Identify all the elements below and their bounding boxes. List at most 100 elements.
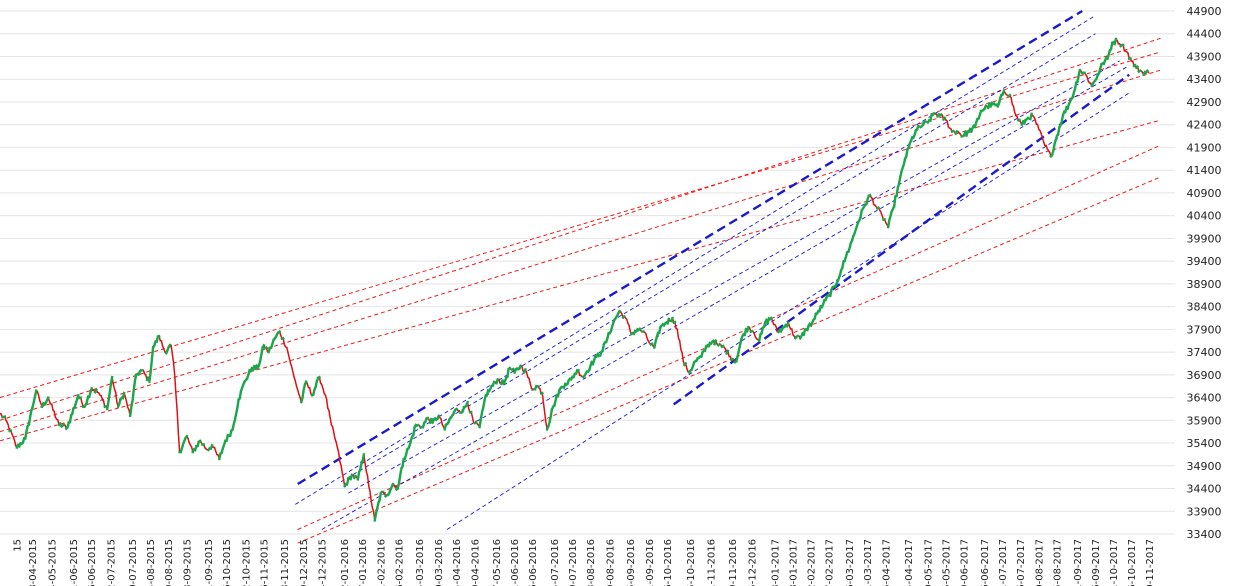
x-tick-label: 03-09-2015 [182,539,193,586]
x-tick-label: 11-10-2017 [1109,539,1120,586]
x-tick-label: 09-06-2017 [960,539,971,586]
x-tick-label: 26-06-2017 [980,539,991,586]
y-tick-label: 43400 [1187,73,1222,86]
x-tick-label: 10-11-2017 [1145,539,1156,586]
fan-trendline [297,144,1161,530]
x-tick-label: 02-02-2017 [807,539,818,586]
x-tick-label: 15-12-2016 [748,539,759,586]
x-tick-label: 25-10-2016 [686,539,697,586]
y-tick-label: 38400 [1187,301,1222,314]
x-tick-label: 03-01-2017 [770,539,781,586]
x-tick-label: 12-01-2016 [340,539,351,586]
x-tick-label: 03-08-2016 [586,539,597,586]
x-tick-label: 26-09-2017 [1091,539,1102,586]
y-tick-label: 43900 [1187,50,1222,63]
x-tick-label: 06-10-2015 [222,539,233,586]
channel-inner-line [446,92,1130,530]
y-tick-label: 34900 [1187,460,1222,473]
fan-trendline [297,176,1161,544]
x-tick-label: 17-05-2016 [492,539,503,586]
x-tick-label: 10-05-2017 [923,539,934,586]
y-tick-label: 41900 [1187,141,1222,154]
y-tick-label: 33400 [1187,528,1222,541]
x-tick-label: 26-07-2017 [1016,539,1027,586]
y-tick-label: 34400 [1187,483,1222,496]
x-tick-label: 04-07-2016 [550,539,561,586]
x-tick-label: 22-10-2015 [241,539,252,586]
channel-inner-line [295,15,1096,505]
x-tick-label: 06-03-2017 [845,539,856,586]
x-tick-label: 11-07-2017 [998,539,1009,586]
y-tick-label: 36900 [1187,369,1222,382]
x-tick-label: 30-03-2016 [434,539,445,586]
x-tick-label: 04-08-2015 [146,539,157,586]
gridlines [0,10,1175,535]
fan-trendline [0,37,1161,421]
y-tick-label: 42900 [1187,96,1222,109]
x-tick-label: 14-03-2016 [415,539,426,586]
channel-inner-line [321,65,1130,530]
fan-trendline [0,51,1161,399]
y-tick-label: 42400 [1187,119,1222,132]
x-tick-label: 23-11-2015 [280,539,291,586]
x-tick-label: 14-04-2016 [452,539,463,586]
x-tick-label: 09-12-2015 [299,539,310,586]
channel-inner-line [348,60,1120,494]
channel-main-line [672,73,1130,406]
y-tick-label: 37400 [1187,346,1222,359]
x-tick-label: 26-02-2016 [394,539,405,586]
y-tick-label: 35400 [1187,437,1222,450]
x-tick-label: 14-05-2015 [47,539,58,586]
channel-trendlines [295,9,1130,530]
x-tick-label: 21-09-2015 [204,539,215,586]
y-tick-label: 33900 [1187,505,1222,518]
x-tick-label: 05-09-2016 [626,539,637,586]
x-tick-label: 21-03-2017 [863,539,874,586]
x-tick-label: 20-07-2015 [128,539,139,586]
y-axis: 44900 44400 43900 43400 42900 42400 41900 41400… [1187,5,1222,541]
x-tick-label: 16-06-2016 [528,539,539,586]
x-tick-label: 19-08-2015 [164,539,175,586]
x-tick-label: 06-10-2016 [663,539,674,586]
x-tick-label: 18-01-2017 [789,539,800,586]
x-tick-label: 25-08-2017 [1052,539,1063,586]
y-tick-label: 40400 [1187,210,1222,223]
x-tick-label: 11-02-2016 [376,539,387,586]
fan-trendline [0,119,1161,442]
x-tick-label: 19-07-2016 [568,539,579,586]
fan-trendlines [0,37,1161,544]
x-tick-label: 06-11-2015 [259,539,270,586]
y-tick-label: 36400 [1187,392,1222,405]
x-tick-label: 15 [12,539,23,552]
y-tick-label: 37900 [1187,323,1222,336]
price-up-segments [0,37,1149,522]
x-tick-label: 29-04-2016 [470,539,481,586]
y-tick-label: 44900 [1187,5,1222,18]
x-tick-label: 29-11-2016 [728,539,739,586]
x-tick-label: 17-02-2017 [825,539,836,586]
x-tick-label: 26-10-2017 [1127,539,1138,586]
x-tick-label: 11-11-2016 [707,539,718,586]
y-tick-label: 35900 [1187,414,1222,427]
y-tick-label: 39400 [1187,255,1222,268]
x-tick-label: 27-01-2016 [358,539,369,586]
x-tick-label: 11-09-2017 [1073,539,1084,586]
x-tick-label: 01-06-2016 [510,539,521,586]
x-tick-label: 28-04-2015 [28,539,39,586]
x-tick-label: 16-06-2015 [87,539,98,586]
x-axis: 15 28-04-2015 14-05-2015 01-06-2015 16-06-20… [12,539,1156,586]
x-tick-label: 01-06-2015 [69,539,80,586]
y-tick-label: 40900 [1187,187,1222,200]
x-tick-label: 25-05-2017 [942,539,953,586]
channel-inner-line [340,33,1096,483]
x-tick-label: 19-08-2016 [605,539,616,586]
x-tick-label: 02-07-2015 [106,539,117,586]
x-tick-label: 10-08-2017 [1034,539,1045,586]
y-tick-label: 39900 [1187,232,1222,245]
x-tick-label: 05-04-2017 [881,539,892,586]
channel-main-line [297,9,1083,486]
y-tick-label: 38900 [1187,278,1222,291]
y-tick-label: 41400 [1187,164,1222,177]
x-tick-label: 24-12-2015 [317,539,328,586]
